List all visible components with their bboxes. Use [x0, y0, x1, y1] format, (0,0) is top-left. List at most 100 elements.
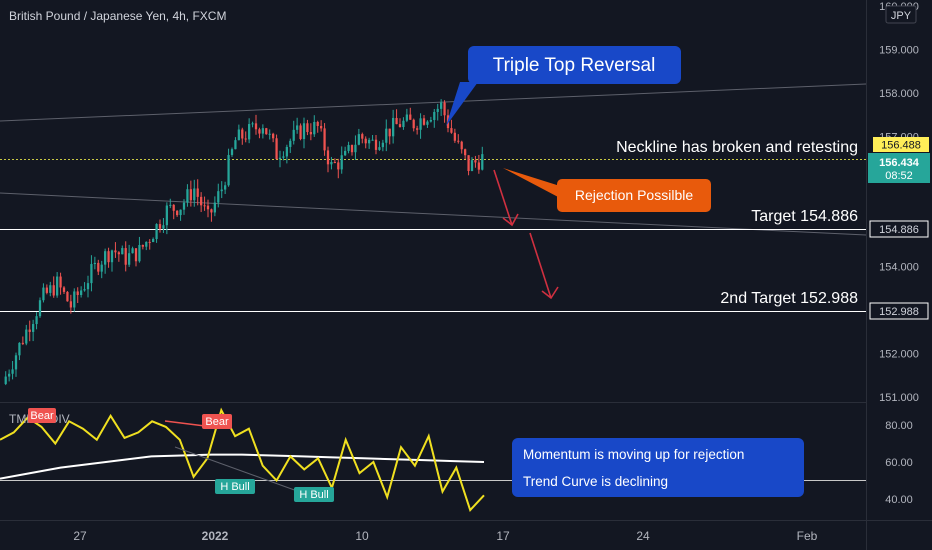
candle-body [368, 139, 371, 144]
triple-top-box[interactable] [468, 46, 681, 84]
momentum-line-2: Trend Curve is declining [523, 474, 668, 489]
candle [464, 148, 467, 160]
candle-body [155, 224, 158, 240]
candle-body [32, 324, 35, 332]
candle [210, 208, 213, 222]
time-tick-label: Feb [797, 529, 818, 543]
target1-price-label: 154.886 [879, 224, 919, 236]
candle-body [337, 162, 340, 170]
candle-body [104, 251, 107, 265]
candle-body [241, 129, 244, 139]
currency-badge[interactable] [885, 5, 917, 24]
candle-body [464, 149, 467, 156]
candle-body [203, 205, 206, 207]
candle [230, 147, 234, 157]
candle-body [97, 262, 100, 272]
bear-label-2 [202, 414, 232, 429]
candle [200, 192, 203, 213]
candle-body [117, 252, 120, 255]
candle-body [145, 241, 148, 247]
candle [289, 138, 292, 153]
candle [193, 179, 196, 207]
candle [224, 181, 227, 195]
candle-body [248, 124, 251, 140]
candle-body [90, 264, 93, 284]
lower-trendline[interactable] [0, 192, 867, 236]
chart-title: British Pound / Japanese Yen, 4h, FXCM [9, 9, 226, 23]
price-tick-label: 159.000 [879, 44, 919, 56]
rsi-line [0, 407, 485, 513]
target2-annotation: 2nd Target 152.988 [720, 290, 858, 307]
candle [481, 146, 484, 171]
price-tick-label: 154.000 [879, 262, 919, 274]
candle-body [25, 329, 28, 344]
momentum-box[interactable] [512, 438, 804, 497]
candle-body [4, 376, 7, 384]
candle [100, 260, 103, 279]
candle-body [481, 154, 484, 170]
candle-body [378, 147, 381, 150]
target1-annotation: Target 154.886 [751, 208, 858, 225]
candle-body [395, 117, 398, 125]
rsi-ma-curve [0, 453, 485, 480]
candle-body [62, 287, 66, 292]
indicator-axis: 80.00 60.00 40.00 [885, 420, 913, 506]
candle-body [128, 253, 131, 265]
candle [251, 121, 254, 128]
candle [14, 352, 18, 377]
candle-body [114, 250, 117, 253]
candle-body [141, 244, 144, 247]
candle [227, 148, 230, 187]
candle-body [189, 189, 192, 201]
candle [145, 241, 148, 251]
candle-body [354, 144, 357, 153]
candle-body [323, 128, 326, 151]
candle [90, 255, 93, 292]
candle-body [392, 117, 395, 137]
candle-body [299, 125, 302, 139]
candle-body [220, 189, 223, 192]
candle [59, 272, 62, 295]
rejection-pointer [503, 168, 560, 198]
candle-body [213, 202, 216, 213]
candle [49, 281, 52, 297]
candle-body [244, 138, 247, 140]
candle-body [426, 121, 429, 125]
candle-body [467, 155, 470, 171]
candle [131, 246, 134, 254]
candle [368, 137, 371, 149]
candle-body [237, 129, 240, 141]
candle-body [357, 134, 360, 145]
candle [86, 275, 90, 298]
rsi-tick-label: 80.00 [885, 420, 913, 432]
candle [422, 114, 426, 126]
candle-body [275, 138, 278, 160]
candle-body [309, 132, 312, 135]
candle [172, 204, 175, 220]
candle [179, 209, 182, 221]
momentum-line-1: Momentum is moving up for rejection [523, 447, 744, 462]
candle [35, 312, 38, 330]
candle-body [320, 125, 323, 129]
candles-group [4, 99, 484, 386]
candle [306, 119, 309, 136]
candle [302, 117, 306, 149]
candle [405, 108, 408, 123]
candle [258, 127, 261, 139]
bull-label-2-text: H Bull [299, 489, 328, 501]
candle-body [347, 145, 350, 151]
candle [275, 134, 278, 160]
candle-body [419, 118, 422, 130]
candle [189, 180, 192, 207]
candle-body [422, 118, 426, 125]
upper-trendline[interactable] [0, 83, 867, 122]
candle [361, 132, 364, 144]
rejection-box[interactable] [557, 179, 711, 212]
candle [395, 109, 398, 125]
candle-body [217, 191, 220, 203]
candle-body [38, 300, 42, 317]
candle [350, 144, 354, 156]
candle [162, 218, 165, 234]
neckline-annotation: Neckline has broken and retesting [616, 139, 858, 156]
candle [409, 107, 412, 120]
